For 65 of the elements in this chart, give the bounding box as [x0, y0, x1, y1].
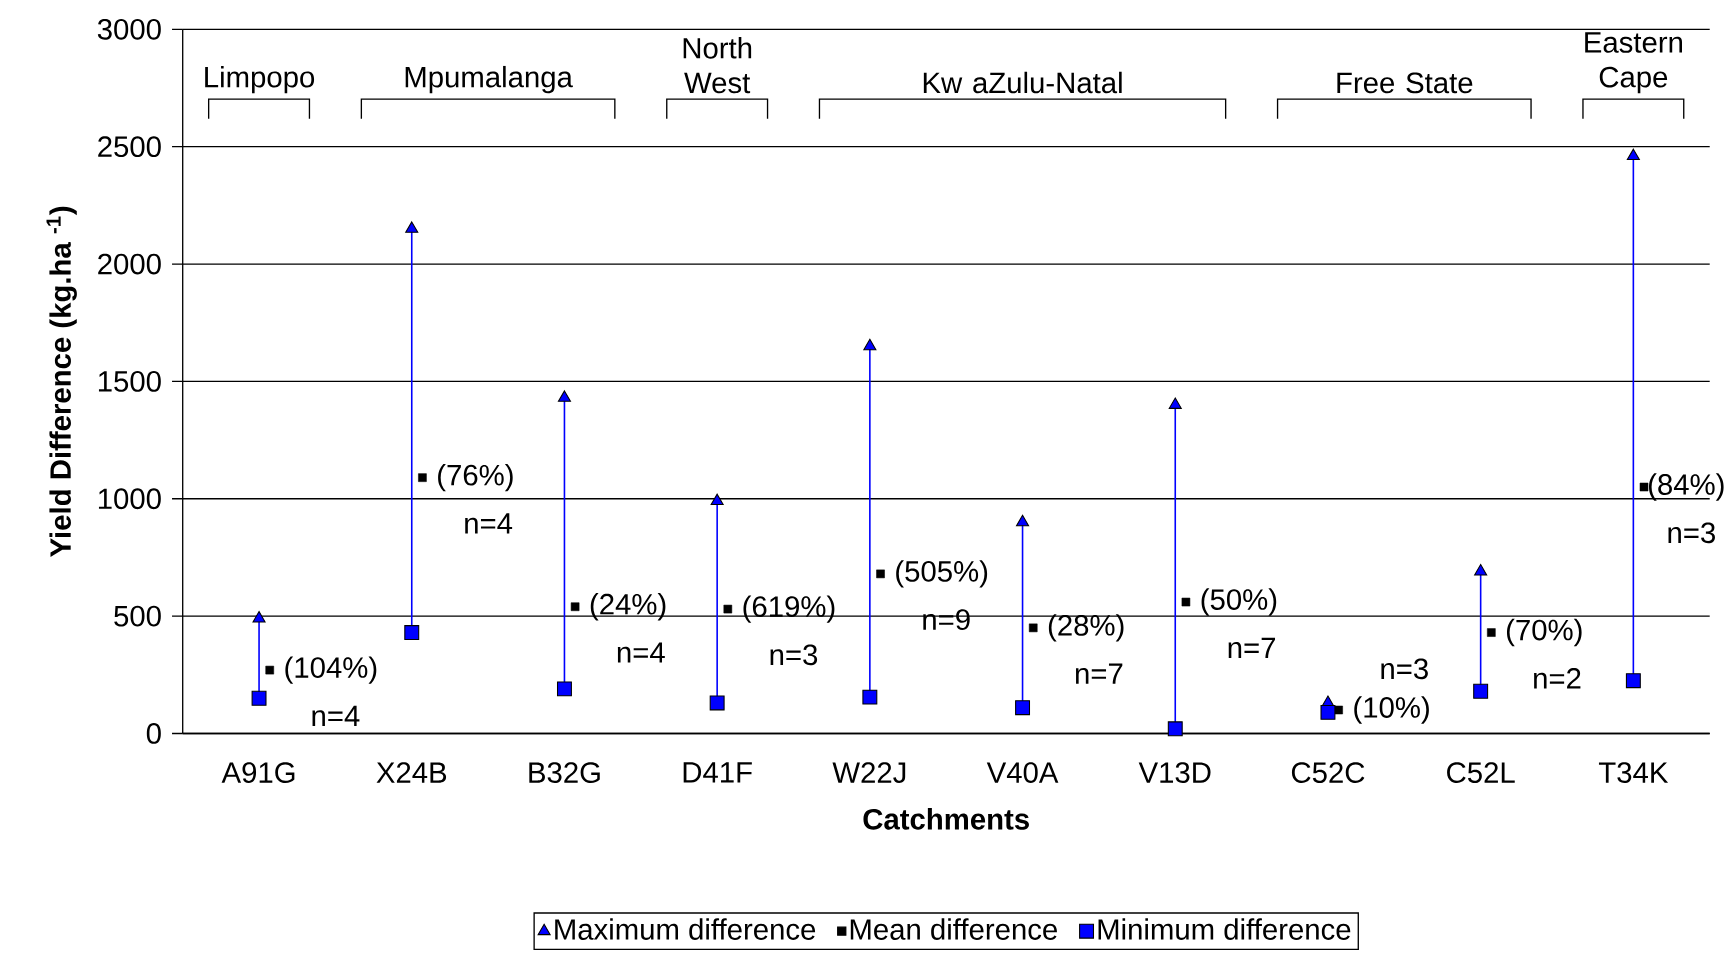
point [1625, 673, 1641, 689]
x-tick-label: X24B [376, 762, 447, 783]
point [405, 221, 419, 233]
annotation: (70%) [1506, 618, 1582, 647]
y-axis-title: Yield Difference (kg.ha $^{-1}$) [46, 206, 77, 557]
y-tick-label: 2500 [98, 136, 161, 157]
point [404, 624, 420, 640]
x-tick-label: D41F [683, 762, 752, 783]
x-axis-title: Catchments [863, 808, 1029, 830]
annotation: n=4 [312, 705, 360, 726]
point [1473, 683, 1489, 699]
annotation: Limpopo [205, 65, 315, 94]
point [1168, 397, 1182, 409]
point [1320, 704, 1336, 720]
x-tick-label: T34K [1598, 762, 1669, 783]
point [557, 390, 571, 402]
annotation: (24%) [590, 592, 666, 621]
y-tick-label: 1500 [98, 370, 161, 392]
point [1626, 148, 1640, 160]
annotation: (50%) [1201, 588, 1277, 616]
x-tick-label: C52L [1447, 762, 1515, 783]
annotation: n=3 [1381, 658, 1428, 680]
x-tick-label: C52C [1291, 762, 1365, 783]
point [863, 338, 877, 351]
x-tick-label: V13D [1138, 762, 1211, 783]
legend-label: Mean difference [850, 918, 1057, 940]
point [862, 689, 878, 705]
point [1167, 721, 1183, 737]
x-tick-label: V40A [986, 762, 1059, 783]
y-tick-label: 3000 [97, 18, 161, 40]
legend-label: Maximum difference [555, 918, 816, 940]
point [710, 493, 724, 506]
x-tick-label: A91G [221, 762, 295, 783]
annotation: (10%) [1354, 696, 1429, 724]
annotation: (104%) [285, 656, 377, 684]
annotation: North West [683, 36, 752, 94]
annotation: n=7 [1075, 663, 1123, 684]
annotation: Kw aZulu-Natal [923, 71, 1122, 94]
x-tick-label: W22J [832, 762, 906, 783]
point [1016, 514, 1030, 527]
annotation: Free State [1337, 72, 1473, 94]
point [1474, 563, 1488, 576]
point [709, 695, 725, 711]
y-tick-label: 1000 [98, 488, 161, 510]
y-tick-label: 500 [114, 605, 161, 627]
annotation: (505%) [896, 560, 988, 588]
annotation: Eastern Cape [1585, 32, 1682, 94]
annotation: (76%) [438, 463, 513, 492]
point [251, 690, 267, 706]
annotation: n=3 [1668, 522, 1715, 544]
annotation: n=2 [1534, 667, 1581, 689]
legend-label: Minimum difference [1098, 918, 1351, 940]
annotation: (84%) [1648, 473, 1724, 501]
point [1015, 700, 1031, 716]
annotation: n=4 [617, 642, 665, 663]
y-tick-label: 2000 [98, 253, 161, 275]
point [252, 610, 266, 623]
x-tick-label: B32G [529, 762, 600, 783]
annotation: n=7 [1228, 637, 1276, 658]
annotation: n=3 [770, 644, 818, 666]
annotation: (28%) [1048, 614, 1124, 642]
point [556, 681, 572, 697]
annotation: n=4 [465, 513, 513, 534]
y-tick-label: 0 [146, 722, 161, 744]
annotation: Mpumalanga [405, 65, 573, 94]
